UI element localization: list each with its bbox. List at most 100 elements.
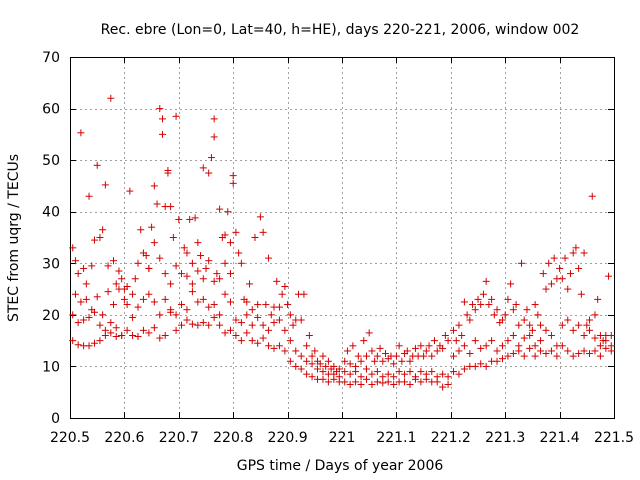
data-point xyxy=(232,331,240,339)
data-point xyxy=(498,355,506,363)
data-point xyxy=(591,334,599,342)
data-point xyxy=(420,352,428,360)
data-point xyxy=(115,285,123,293)
data-point xyxy=(379,357,387,365)
data-point xyxy=(518,259,526,267)
data-point xyxy=(450,352,458,360)
data-point xyxy=(384,378,392,386)
data-point xyxy=(194,298,202,306)
data-point xyxy=(547,280,555,288)
data-point xyxy=(417,342,425,350)
data-point xyxy=(139,249,147,257)
data-point xyxy=(180,244,188,252)
data-point xyxy=(199,164,207,172)
data-point xyxy=(439,344,447,352)
data-point xyxy=(213,270,221,278)
data-point xyxy=(93,293,101,301)
data-point xyxy=(237,337,245,345)
data-point xyxy=(148,223,156,231)
data-point xyxy=(504,352,512,360)
data-point xyxy=(161,295,169,303)
data-point xyxy=(362,375,370,383)
data-point xyxy=(273,277,281,285)
data-point xyxy=(352,378,360,386)
data-point xyxy=(441,331,449,339)
data-point xyxy=(80,264,88,272)
data-point xyxy=(199,275,207,283)
data-point xyxy=(542,285,550,293)
data-point xyxy=(303,370,311,378)
data-point xyxy=(265,254,273,262)
data-point xyxy=(256,213,264,221)
data-point xyxy=(324,357,332,365)
data-point xyxy=(167,203,175,211)
data-point xyxy=(172,326,180,334)
grid-lines xyxy=(70,57,614,418)
data-point xyxy=(216,311,224,319)
data-point xyxy=(297,316,305,324)
data-point xyxy=(286,357,294,365)
data-point xyxy=(161,331,169,339)
data-point xyxy=(575,264,583,272)
data-point xyxy=(270,344,278,352)
data-point xyxy=(504,337,512,345)
data-point xyxy=(591,347,599,355)
data-point xyxy=(507,280,515,288)
data-point xyxy=(343,347,351,355)
data-point xyxy=(145,290,153,298)
x-tick-label: 220.6 xyxy=(104,430,144,446)
data-point xyxy=(553,352,561,360)
data-point xyxy=(523,306,531,314)
data-point xyxy=(392,352,400,360)
data-point xyxy=(477,344,485,352)
data-point xyxy=(77,298,85,306)
data-point xyxy=(153,200,161,208)
data-point xyxy=(444,337,452,345)
data-point xyxy=(205,321,213,329)
data-point xyxy=(90,308,98,316)
data-point xyxy=(411,375,419,383)
data-point xyxy=(493,357,501,365)
data-point xyxy=(129,313,137,321)
data-point xyxy=(531,301,539,309)
data-point xyxy=(406,380,414,388)
data-point xyxy=(232,316,240,324)
data-point xyxy=(417,378,425,386)
data-point xyxy=(368,370,376,378)
data-point xyxy=(504,295,512,303)
data-point xyxy=(341,357,349,365)
y-tick-label: 0 xyxy=(51,411,60,427)
data-point xyxy=(406,368,414,376)
data-point xyxy=(216,205,224,213)
data-point xyxy=(580,331,588,339)
data-point xyxy=(308,352,316,360)
data-point xyxy=(178,321,186,329)
data-point xyxy=(145,329,153,337)
data-point xyxy=(319,368,327,376)
data-point xyxy=(248,306,256,314)
data-point xyxy=(131,275,139,283)
data-point xyxy=(458,331,466,339)
x-tick-label: 221.4 xyxy=(540,430,580,446)
data-point xyxy=(243,329,251,337)
data-point xyxy=(188,320,196,328)
data-point xyxy=(531,352,539,360)
data-point xyxy=(564,347,572,355)
data-point xyxy=(137,226,145,234)
data-point xyxy=(286,311,294,319)
data-point xyxy=(265,342,273,350)
data-point xyxy=(194,239,202,247)
data-point xyxy=(107,319,115,327)
data-point xyxy=(221,290,229,298)
data-point xyxy=(96,234,104,241)
data-point xyxy=(69,244,77,252)
data-point xyxy=(460,298,468,306)
data-point xyxy=(99,311,107,319)
data-point xyxy=(292,362,300,370)
data-point xyxy=(373,378,381,386)
data-point xyxy=(74,270,82,278)
data-point xyxy=(384,370,392,378)
data-point xyxy=(82,280,90,288)
data-point xyxy=(71,290,79,298)
y-tick-label: 40 xyxy=(42,205,60,221)
